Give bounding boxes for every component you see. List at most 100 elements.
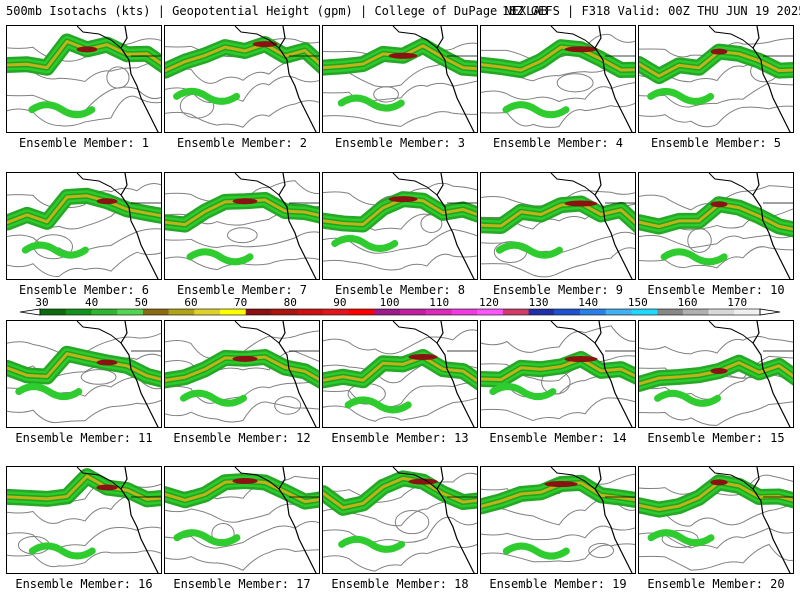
member-label: Ensemble Member: 5 [650, 136, 782, 150]
height-contour [7, 399, 161, 424]
jet-core [232, 477, 258, 484]
colorbar-swatch [708, 309, 735, 315]
coastline [550, 321, 596, 344]
colorbar-swatch [322, 309, 350, 315]
ensemble-panel-4 [480, 25, 636, 133]
member-label: Ensemble Member: 11 [15, 431, 153, 445]
coastline [436, 26, 475, 132]
isotach-map [639, 173, 793, 279]
height-contour [165, 330, 319, 359]
isotach-map [165, 467, 319, 573]
colorbar-swatch [348, 309, 375, 315]
height-contour [481, 325, 635, 353]
height-contour [7, 550, 161, 568]
height-contour [639, 474, 793, 496]
coastline [752, 321, 791, 427]
colorbar-swatch [168, 309, 195, 315]
isotach-patch [489, 383, 557, 401]
member-label: Ensemble Member: 3 [334, 136, 466, 150]
isotach-patch [173, 529, 241, 547]
height-contour [165, 100, 319, 128]
ensemble-panel-17 [164, 466, 320, 574]
coastline [550, 467, 596, 490]
height-contour [639, 105, 793, 128]
isotach-map [7, 173, 161, 279]
height-contour [7, 251, 161, 278]
jet-core [710, 479, 728, 486]
colorbar-tick-label: 140 [578, 296, 598, 309]
ensemble-panel-8 [322, 172, 478, 280]
coastline [120, 321, 159, 427]
ensemble-panel-16 [6, 466, 162, 574]
coastline [392, 321, 438, 344]
isotach-map [481, 321, 635, 427]
height-contour [639, 335, 793, 355]
height-contour [7, 95, 161, 127]
colorbar-swatch [271, 309, 298, 315]
jet-core [232, 355, 258, 362]
colorbar-tick-label: 50 [135, 296, 148, 309]
ensemble-panel-13 [322, 320, 478, 428]
ensemble-panel-5 [638, 25, 794, 133]
height-contour [165, 256, 319, 271]
ensemble-panel-20 [638, 466, 794, 574]
colorbar-swatch [194, 309, 221, 315]
coastline [436, 173, 475, 279]
coastline [392, 26, 438, 49]
colorbar-tick-label: 110 [429, 296, 449, 309]
jet-isotach-band [481, 45, 635, 72]
member-label: Ensemble Member: 9 [492, 283, 624, 297]
height-contour [323, 111, 477, 127]
colorbar-tick-label: 100 [380, 296, 400, 309]
height-contour [323, 228, 477, 254]
ensemble-panel-18 [322, 466, 478, 574]
isotach-patch [660, 248, 728, 266]
jet-core [544, 481, 578, 488]
colorbar-swatch [554, 309, 581, 315]
coastline [234, 467, 280, 490]
height-contour [556, 73, 594, 93]
isotach-map [323, 467, 477, 573]
colorbar-swatch [734, 309, 761, 315]
header-valid-time: 18Z GEFS | F318 Valid: 00Z THU JUN 19 20… [502, 4, 800, 18]
height-contour [639, 185, 793, 211]
colorbar-tick-label: 120 [479, 296, 499, 309]
height-contour [481, 102, 635, 128]
member-label: Ensemble Member: 1 [18, 136, 150, 150]
height-contour [481, 397, 635, 422]
colorbar-swatch [65, 309, 92, 315]
isotach-patch [179, 389, 247, 407]
height-contour [80, 369, 117, 385]
coastline [752, 467, 791, 573]
isotach-map [323, 26, 477, 132]
jet-isotach-band [323, 355, 477, 383]
coastline [436, 467, 475, 573]
isotach-map [481, 467, 635, 573]
member-label: Ensemble Member: 6 [18, 283, 150, 297]
coastline [76, 26, 122, 49]
colorbar-swatch [502, 309, 530, 315]
ensemble-panel-1 [6, 25, 162, 133]
isotach-map [639, 26, 793, 132]
member-label: Ensemble Member: 12 [173, 431, 311, 445]
coastline [278, 467, 317, 573]
jet-core [96, 359, 118, 366]
coastline [278, 321, 317, 427]
colorbar-swatch [40, 309, 67, 315]
colorbar: 30 40 50 60 70 80 90 100 110 120 130 140 150 160 170 [19, 296, 781, 316]
colorbar-swatch [631, 309, 658, 315]
jet-core [564, 46, 598, 53]
coastline [278, 173, 317, 279]
coastline [392, 173, 438, 196]
height-contour [639, 401, 793, 426]
isotach-patch [502, 101, 570, 119]
height-contour [588, 542, 615, 559]
height-contour [323, 362, 477, 384]
jet-isotach-band [7, 352, 161, 381]
jet-core [710, 48, 728, 55]
jet-isotach-band [323, 472, 477, 514]
member-label: Ensemble Member: 15 [647, 431, 785, 445]
colorbar-swatch [220, 309, 247, 315]
colorbar-swatch [477, 309, 504, 315]
jet-isotach-band [323, 476, 477, 510]
